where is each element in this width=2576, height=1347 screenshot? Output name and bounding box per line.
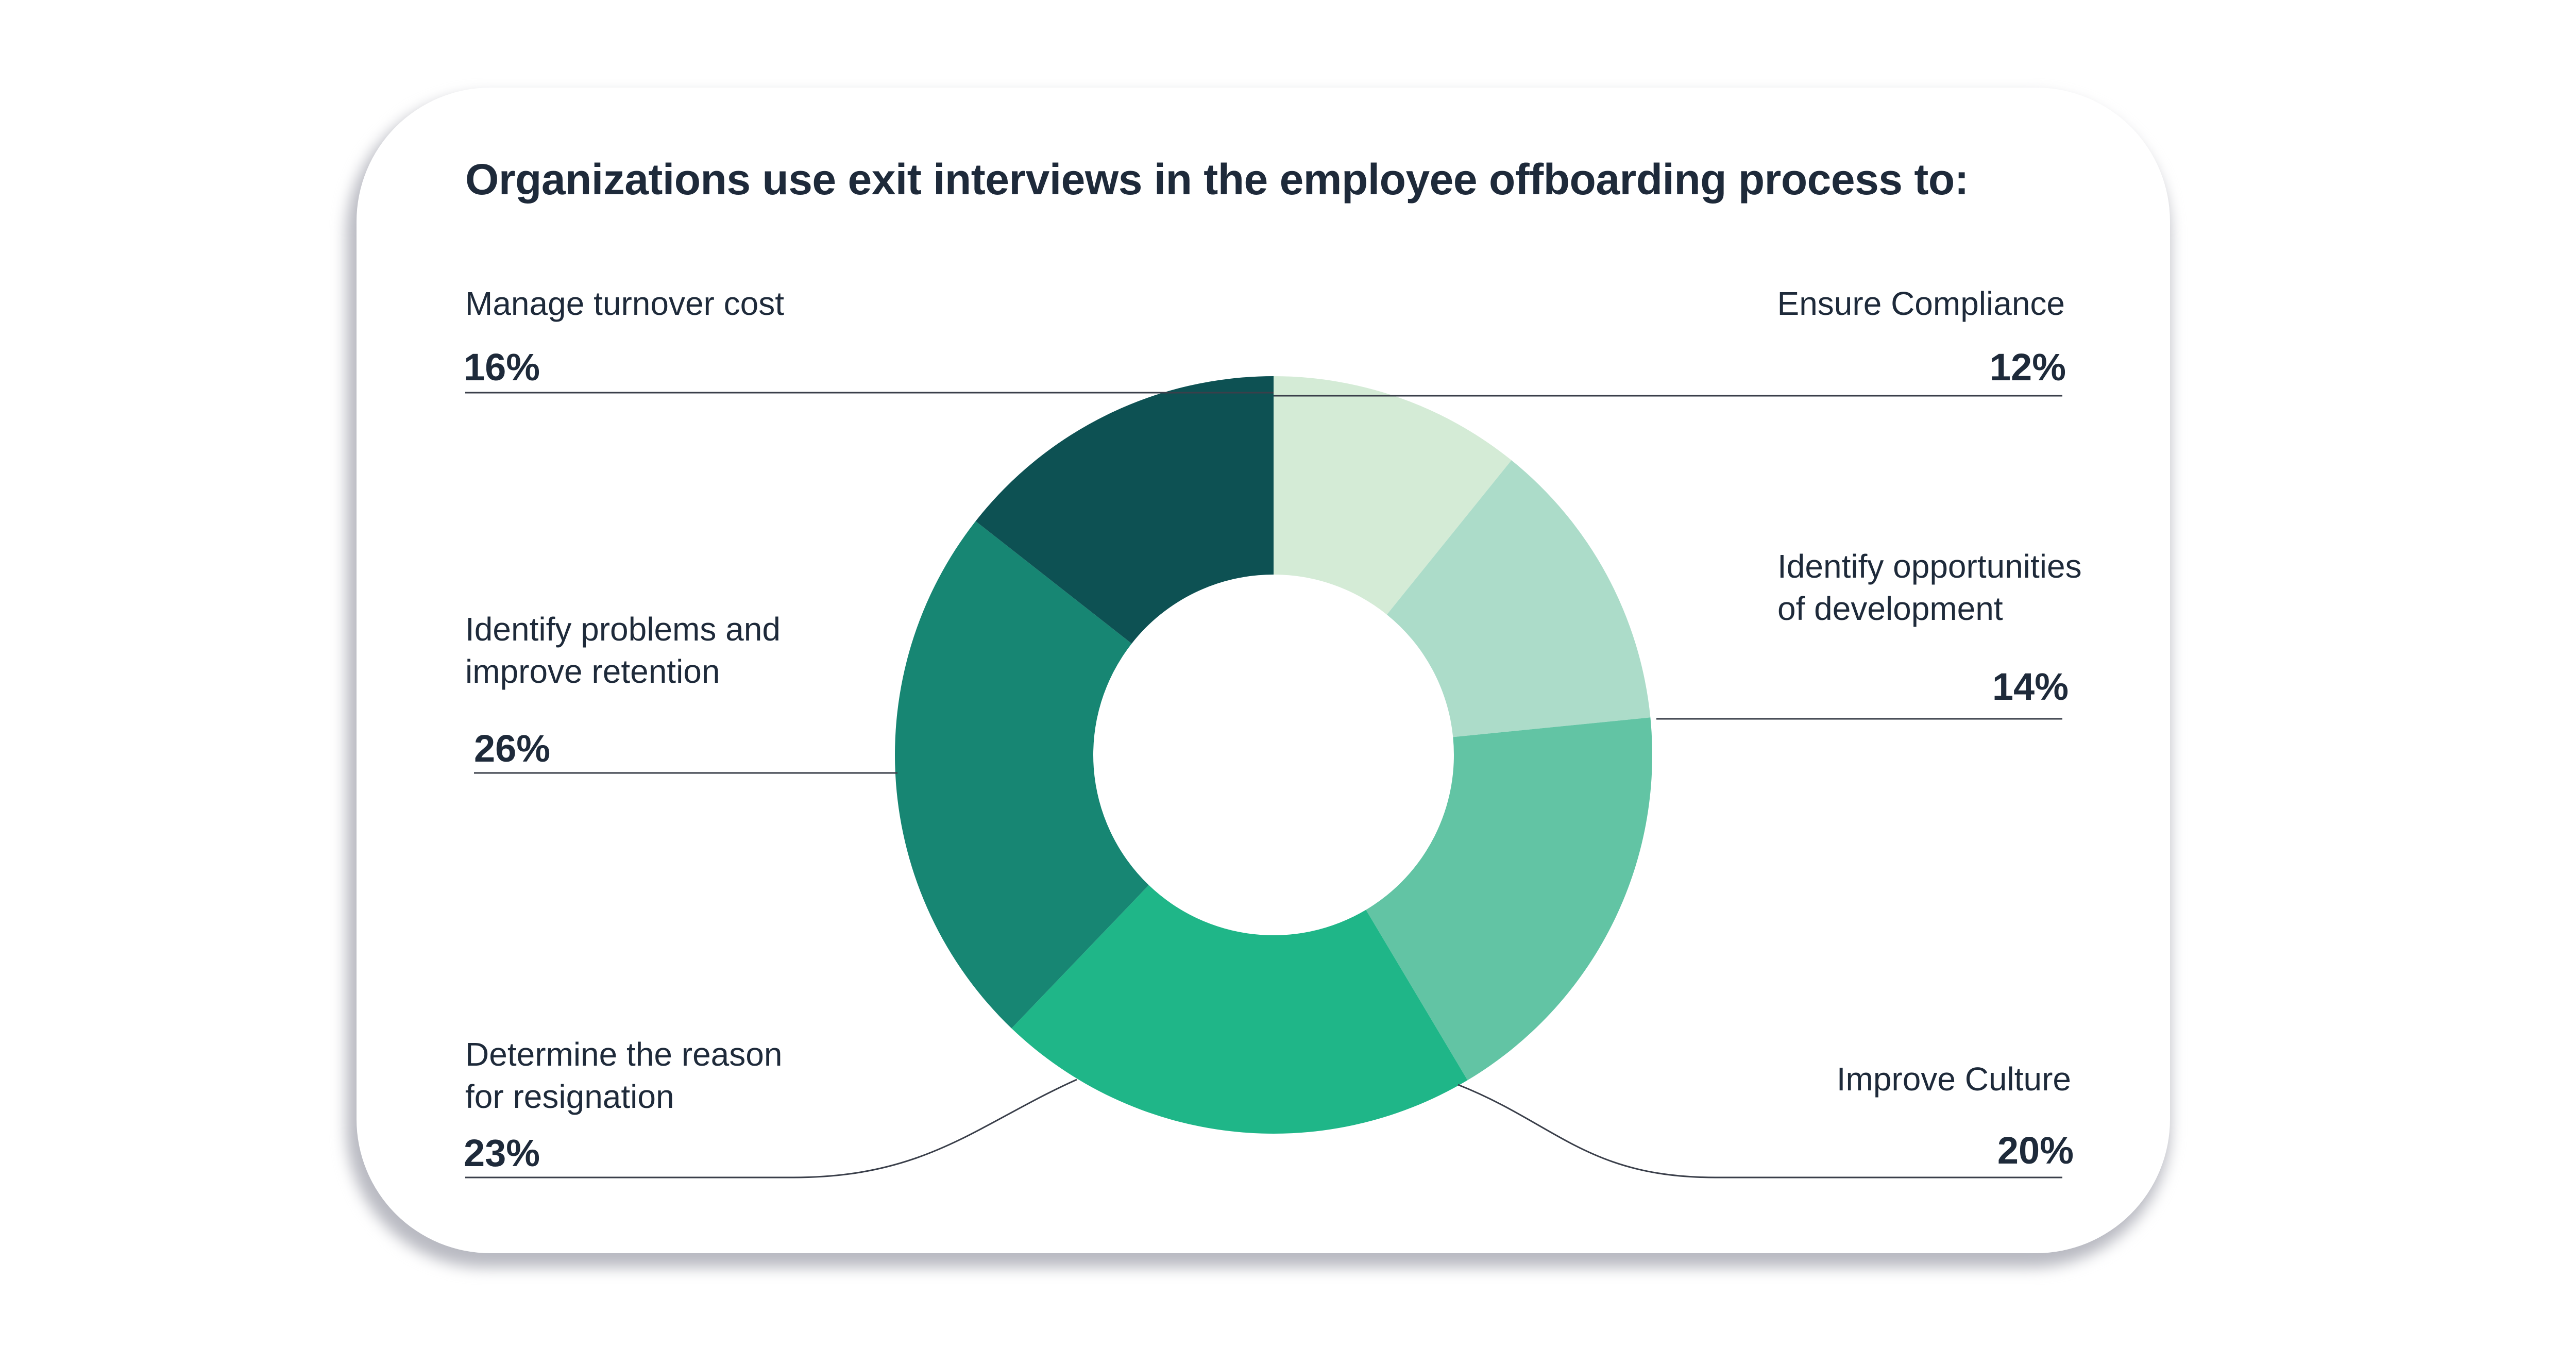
value-manage-turnover-cost: 16% <box>464 346 540 389</box>
donut-slice-2 <box>1366 717 1652 1081</box>
donut-slice-1 <box>1386 460 1651 737</box>
value-determine-reason: 23% <box>464 1132 540 1174</box>
leader-line-5 <box>1458 1084 2062 1178</box>
label-manage-turnover-cost: Manage turnover cost <box>465 285 784 322</box>
donut-slice-0 <box>1274 376 1512 615</box>
donut-slice-5 <box>975 376 1274 644</box>
value-identify-problems: 26% <box>474 727 551 770</box>
value-ensure-compliance: 12% <box>1989 346 2066 389</box>
donut-slice-3 <box>1011 885 1468 1134</box>
value-improve-culture: 20% <box>1997 1129 2074 1172</box>
chart-title: Organizations use exit interviews in the… <box>465 155 1969 204</box>
label-determine-reason: Determine the reason for resignation <box>465 1036 783 1115</box>
label-identify-opportunities: Identify opportunities of development <box>1777 548 2082 627</box>
label-ensure-compliance: Ensure Compliance <box>1777 285 2065 322</box>
label-improve-culture: Improve Culture <box>1836 1060 2071 1098</box>
value-identify-opportunities: 14% <box>1992 665 2069 708</box>
donut-slice-4 <box>895 521 1149 1029</box>
label-identify-problems: Identify problems and improve retention <box>465 611 781 690</box>
leader-line-4 <box>465 1079 1077 1178</box>
